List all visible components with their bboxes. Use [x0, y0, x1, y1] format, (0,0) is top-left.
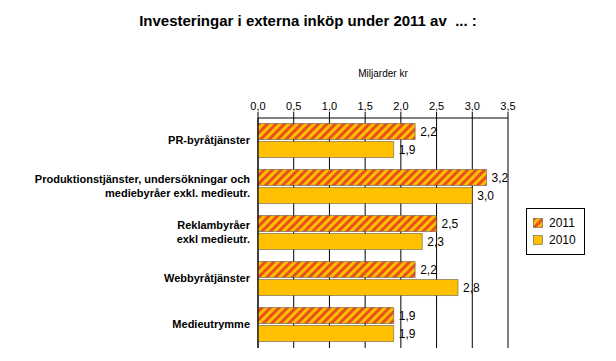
svg-text:Medieutrymme: Medieutrymme: [172, 318, 250, 330]
svg-text:0,5: 0,5: [286, 100, 301, 112]
html-text:Investeringar i externa inköp: Investeringar i externa inköp under 2011…: [139, 12, 477, 29]
svg-text:1,9: 1,9: [399, 143, 416, 157]
svg-text:PR-byråtjänster: PR-byråtjänster: [168, 134, 251, 146]
svg-text:1,5: 1,5: [357, 100, 372, 112]
svg-text:3,2: 3,2: [492, 171, 509, 185]
svg-text:Webbyråtjänster: Webbyråtjänster: [164, 272, 251, 284]
svg-text:Reklambyråerexkl medieutr.: Reklambyråerexkl medieutr.: [177, 219, 251, 245]
html-text:Miljarder kr: Miljarder kr: [358, 68, 408, 79]
html-text:2010: 2010: [549, 233, 576, 247]
svg-text:2,5: 2,5: [442, 217, 459, 231]
svg-text:Produktionstjänster, undersökn: Produktionstjänster, undersökningar ochm…: [35, 173, 250, 199]
svg-text:1,9: 1,9: [399, 309, 416, 323]
html-text:2011: 2011: [549, 216, 575, 230]
svg-text:1,0: 1,0: [322, 100, 337, 112]
svg-text:3,0: 3,0: [465, 100, 480, 112]
svg-text:1,9: 1,9: [399, 327, 416, 341]
svg-text:2,3: 2,3: [427, 235, 444, 249]
svg-text:3,5: 3,5: [500, 100, 515, 112]
svg-text:2,2: 2,2: [420, 125, 437, 139]
svg-text:2,0: 2,0: [393, 100, 408, 112]
svg-text:2,2: 2,2: [420, 263, 437, 277]
svg-text:2,8: 2,8: [463, 281, 480, 295]
svg-text:0,0: 0,0: [250, 100, 265, 112]
svg-text:2,5: 2,5: [429, 100, 444, 112]
svg-text:3,0: 3,0: [477, 189, 494, 203]
